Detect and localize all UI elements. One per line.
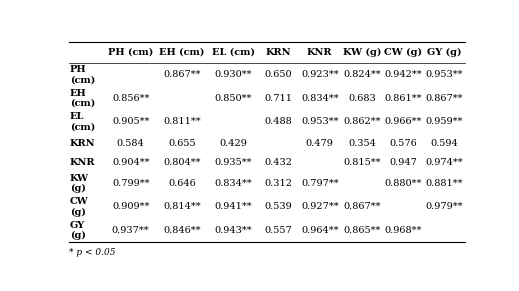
Text: 0.930**: 0.930**	[215, 70, 252, 79]
Text: 0.968**: 0.968**	[385, 226, 422, 235]
Text: 0.539: 0.539	[265, 203, 292, 211]
Text: 0.846**: 0.846**	[163, 226, 201, 235]
Text: 0.488: 0.488	[265, 117, 292, 126]
Text: 0.799**: 0.799**	[112, 179, 149, 188]
Text: EL
(cm): EL (cm)	[70, 112, 95, 132]
Text: 0.964**: 0.964**	[301, 226, 338, 235]
Text: 0.429: 0.429	[220, 139, 248, 148]
Text: 0.576: 0.576	[389, 139, 417, 148]
Text: GY
(g): GY (g)	[70, 221, 86, 240]
Text: 0.953**: 0.953**	[301, 117, 338, 126]
Text: KNR: KNR	[307, 48, 333, 57]
Text: 0.904**: 0.904**	[112, 158, 149, 166]
Text: 0.594: 0.594	[431, 139, 458, 148]
Text: 0.711: 0.711	[265, 94, 293, 103]
Text: 0.834**: 0.834**	[301, 94, 338, 103]
Text: KRN: KRN	[266, 48, 291, 57]
Text: 0.905**: 0.905**	[112, 117, 149, 126]
Text: 0.797**: 0.797**	[301, 179, 338, 188]
Text: 0.927**: 0.927**	[301, 203, 338, 211]
Text: 0.814**: 0.814**	[163, 203, 201, 211]
Text: 0.683: 0.683	[348, 94, 376, 103]
Text: 0.557: 0.557	[265, 226, 292, 235]
Text: 0.650: 0.650	[265, 70, 292, 79]
Text: 0.941**: 0.941**	[215, 203, 252, 211]
Text: 0.646: 0.646	[168, 179, 196, 188]
Text: 0.804**: 0.804**	[163, 158, 201, 166]
Text: 0.953**: 0.953**	[426, 70, 463, 79]
Text: 0.584: 0.584	[117, 139, 144, 148]
Text: KNR: KNR	[70, 158, 95, 166]
Text: 0.943**: 0.943**	[215, 226, 252, 235]
Text: 0.867**: 0.867**	[163, 70, 201, 79]
Text: 0.862**: 0.862**	[344, 117, 381, 126]
Text: 0.861**: 0.861**	[385, 94, 422, 103]
Text: 0.856**: 0.856**	[112, 94, 149, 103]
Text: 0.937**: 0.937**	[112, 226, 149, 235]
Text: 0.811**: 0.811**	[163, 117, 201, 126]
Text: 0.354: 0.354	[348, 139, 376, 148]
Text: 0.865**: 0.865**	[344, 226, 381, 235]
Text: 0.909**: 0.909**	[112, 203, 149, 211]
Text: * p < 0.05: * p < 0.05	[69, 248, 115, 257]
Text: CW
(g): CW (g)	[70, 197, 88, 217]
Text: 0.942**: 0.942**	[385, 70, 422, 79]
Text: GY (g): GY (g)	[427, 48, 462, 57]
Text: KW (g): KW (g)	[343, 48, 381, 57]
Text: 0.867**: 0.867**	[344, 203, 381, 211]
Text: 0.312: 0.312	[265, 179, 293, 188]
Text: EL (cm): EL (cm)	[212, 48, 255, 57]
Text: 0.881**: 0.881**	[426, 179, 463, 188]
Text: 0.834**: 0.834**	[215, 179, 252, 188]
Text: 0.966**: 0.966**	[385, 117, 422, 126]
Text: 0.824**: 0.824**	[344, 70, 381, 79]
Text: 0.432: 0.432	[265, 158, 293, 166]
Text: KRN: KRN	[70, 139, 95, 148]
Text: 0.479: 0.479	[306, 139, 334, 148]
Text: 0.935**: 0.935**	[215, 158, 252, 166]
Text: 0.923**: 0.923**	[301, 70, 338, 79]
Text: 0.850**: 0.850**	[215, 94, 252, 103]
Text: 0.867**: 0.867**	[426, 94, 463, 103]
Text: 0.880**: 0.880**	[385, 179, 422, 188]
Text: 0.655: 0.655	[168, 139, 196, 148]
Text: 0.979**: 0.979**	[426, 203, 463, 211]
Text: 0.947: 0.947	[389, 158, 417, 166]
Text: 0.974**: 0.974**	[426, 158, 463, 166]
Text: EH (cm): EH (cm)	[159, 48, 205, 57]
Text: 0.815**: 0.815**	[344, 158, 381, 166]
Text: PH (cm): PH (cm)	[108, 48, 153, 57]
Text: EH
(cm): EH (cm)	[70, 88, 95, 108]
Text: PH
(cm): PH (cm)	[70, 65, 95, 84]
Text: 0.959**: 0.959**	[426, 117, 463, 126]
Text: CW (g): CW (g)	[385, 48, 422, 57]
Text: KW
(g): KW (g)	[70, 174, 89, 193]
